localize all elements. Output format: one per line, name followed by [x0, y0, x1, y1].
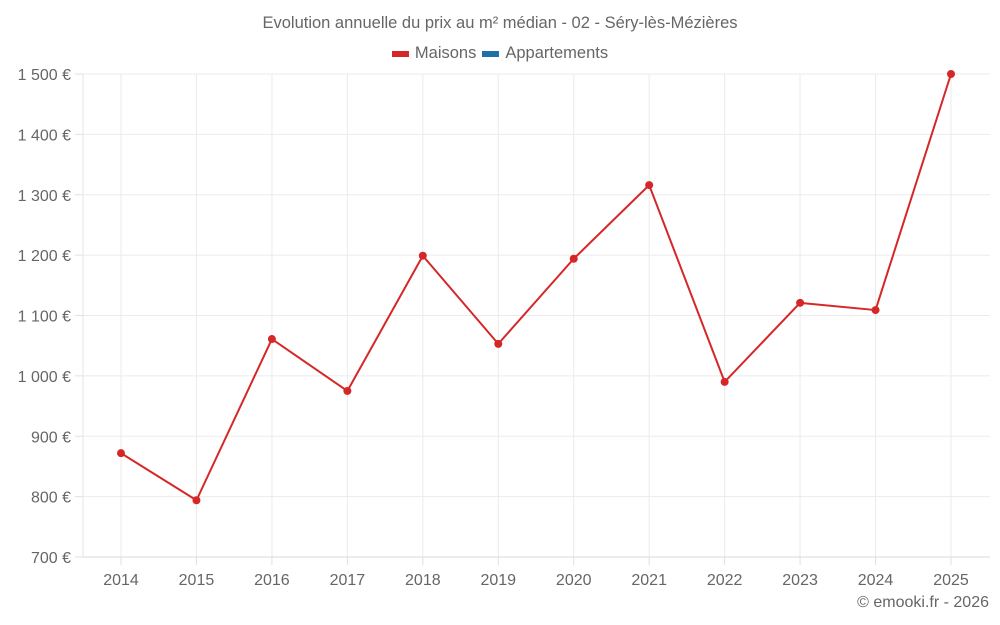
grid-lines — [83, 73, 990, 557]
x-tick-label: 2021 — [631, 572, 667, 589]
y-tick-label: 1 400 € — [18, 127, 71, 144]
copyright-footer: © emooki.fr - 2026 — [857, 594, 989, 611]
x-axis: 2014 2015 2016 2017 2018 2019 2020 2021 2022 2023… — [83, 556, 990, 589]
y-axis: 700 € 800 € 900 € 1 000 € 1 100 € 1 200 € 1 30… — [18, 67, 84, 567]
data-point[interactable] — [947, 70, 955, 78]
legend-swatch-appartements — [482, 50, 500, 57]
data-point[interactable] — [418, 251, 427, 260]
data-point[interactable] — [117, 449, 125, 458]
data-point[interactable] — [343, 386, 352, 395]
data-point[interactable] — [720, 377, 729, 386]
y-tick-label: 1 500 € — [18, 67, 71, 84]
data-point[interactable] — [494, 339, 503, 348]
x-tick-label: 2014 — [103, 572, 139, 589]
data-point[interactable] — [796, 298, 805, 307]
y-tick-label: 1 200 € — [18, 248, 71, 265]
x-tick-label: 2025 — [933, 572, 969, 589]
legend-label-appartements: Appartements — [505, 44, 609, 62]
data-point[interactable] — [645, 181, 654, 190]
chart-legend: Maisons Appartements — [0, 44, 1000, 63]
y-tick-label: 900 € — [31, 429, 71, 446]
x-tick-label: 2019 — [480, 572, 516, 589]
legend-label-maisons: Maisons — [414, 44, 477, 62]
x-tick-label: 2018 — [405, 572, 441, 589]
y-tick-label: 1 300 € — [18, 188, 71, 205]
series-maisons — [117, 70, 955, 505]
legend-item-appartements[interactable]: Appartements — [482, 44, 608, 63]
y-tick-label: 1 000 € — [18, 369, 71, 386]
legend-swatch-maisons — [391, 50, 409, 57]
y-tick-label: 800 € — [31, 490, 71, 507]
x-tick-label: 2016 — [254, 572, 290, 589]
x-tick-label: 2020 — [556, 572, 592, 589]
y-tick-label: 1 100 € — [18, 309, 71, 326]
data-point[interactable] — [192, 496, 201, 505]
legend-item-maisons[interactable]: Maisons — [391, 44, 477, 63]
chart-title: Evolution annuelle du prix au m² médian … — [262, 14, 738, 32]
x-tick-label: 2023 — [782, 572, 818, 589]
data-point[interactable] — [569, 254, 578, 263]
data-point[interactable] — [871, 306, 880, 315]
x-tick-label: 2022 — [707, 572, 743, 589]
x-tick-label: 2015 — [179, 572, 215, 589]
x-tick-label: 2024 — [858, 572, 894, 589]
y-tick-label: 700 € — [31, 550, 71, 567]
x-tick-label: 2017 — [330, 572, 366, 589]
data-point[interactable] — [267, 335, 276, 344]
